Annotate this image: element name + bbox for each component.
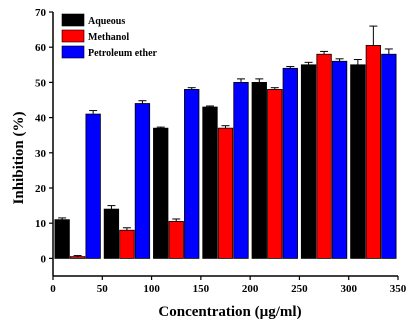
x-axis-title: Concentration (µg/ml) [158, 304, 301, 320]
legend-swatch [61, 45, 85, 59]
bar [217, 127, 234, 259]
bar [184, 89, 200, 259]
y-tick-label: 50 [35, 77, 47, 89]
bar [153, 127, 169, 259]
x-tick-label: 100 [143, 283, 160, 295]
legend-label: Methanol [88, 32, 129, 43]
x-tick-label: 0 [50, 283, 56, 295]
y-tick-label: 0 [41, 253, 47, 265]
bar [267, 89, 283, 259]
bar [350, 64, 366, 259]
bar [202, 106, 218, 259]
legend: Aqueous Methanol Petroleum ether [61, 13, 158, 59]
bar [85, 113, 101, 259]
legend-swatch [61, 29, 85, 43]
bar [331, 60, 348, 259]
bar [134, 103, 151, 259]
bar [316, 53, 332, 259]
bar [103, 208, 120, 259]
x-tick-label: 350 [390, 283, 407, 295]
bar [300, 64, 317, 259]
y-tick-label: 30 [35, 148, 47, 160]
x-tick-label: 150 [193, 283, 210, 295]
bar [168, 221, 184, 259]
y-tick-label: 70 [35, 7, 47, 19]
x-tick-label: 300 [340, 283, 357, 295]
x-tick-label: 50 [97, 283, 109, 295]
bar [251, 82, 267, 259]
bar [365, 45, 382, 259]
x-tick-label: 200 [242, 283, 259, 295]
x-tick-label: 250 [291, 283, 308, 295]
bar [233, 82, 249, 259]
y-tick-label: 10 [35, 218, 47, 230]
bars [54, 25, 397, 259]
y-tick-label: 60 [35, 42, 47, 54]
legend-swatch [61, 13, 85, 27]
bar [69, 256, 86, 259]
bar [119, 229, 135, 259]
legend-label: Aqueous [88, 16, 125, 27]
bar [282, 67, 298, 259]
y-axis-title: Inhibition (%) [11, 112, 27, 205]
legend-label: Petroleum ether [88, 48, 158, 59]
bar [381, 53, 397, 259]
bar [54, 219, 70, 259]
y-tick-label: 20 [35, 183, 47, 195]
axes [52, 12, 398, 277]
ticks: 0 10 20 30 40 50 60 70 0 50 100 150 200 250 300 350 [35, 7, 407, 295]
y-tick-label: 40 [35, 113, 47, 125]
